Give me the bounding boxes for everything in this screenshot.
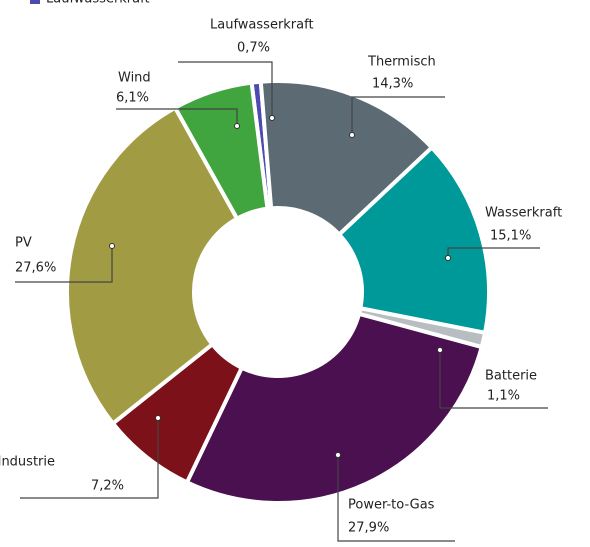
donut-segment [172, 80, 270, 222]
segment-label: PV [15, 236, 32, 251]
segment-label: Thermisch [367, 55, 436, 70]
segment-label: Wind [118, 71, 151, 86]
leader-line [15, 246, 113, 283]
leader-line [351, 96, 445, 135]
segment-label: Batterie [485, 369, 537, 384]
leader-dot [234, 123, 240, 129]
leader-dot [269, 115, 275, 121]
donut-segment [258, 79, 435, 238]
legend-label: Laufwasserkraft [46, 0, 150, 7]
segment-label: Industrie [0, 455, 55, 470]
leader-dot [109, 243, 115, 249]
segment-label: Power-to-Gas [348, 498, 435, 513]
value-label: 14,3% [372, 77, 413, 92]
leader-dot [445, 255, 451, 261]
leader-line [116, 108, 238, 126]
leader-line [337, 455, 455, 542]
value-label: 15,1% [490, 229, 531, 244]
donut-segment [184, 311, 485, 505]
donut-segment [336, 144, 491, 336]
value-label: 1,1% [487, 389, 520, 404]
leader-line [20, 418, 159, 499]
leader-dot [349, 132, 355, 138]
legend-swatch [30, 0, 40, 4]
value-label: 6,1% [116, 91, 149, 106]
value-label: 7,2% [91, 479, 124, 494]
leader-line [439, 350, 548, 409]
value-label: 27,6% [15, 261, 56, 276]
value-label: 0,7% [237, 41, 270, 56]
leader-dot [155, 415, 161, 421]
segment-label: Wasserkraft [485, 206, 562, 221]
value-label: 27,9% [348, 521, 389, 536]
leader-dot [437, 347, 443, 353]
leader-dot [335, 452, 341, 458]
segment-label: Laufwasserkraft [210, 18, 314, 33]
leader-line [447, 247, 540, 258]
donut-segment [65, 105, 240, 427]
leader-line [178, 61, 273, 118]
